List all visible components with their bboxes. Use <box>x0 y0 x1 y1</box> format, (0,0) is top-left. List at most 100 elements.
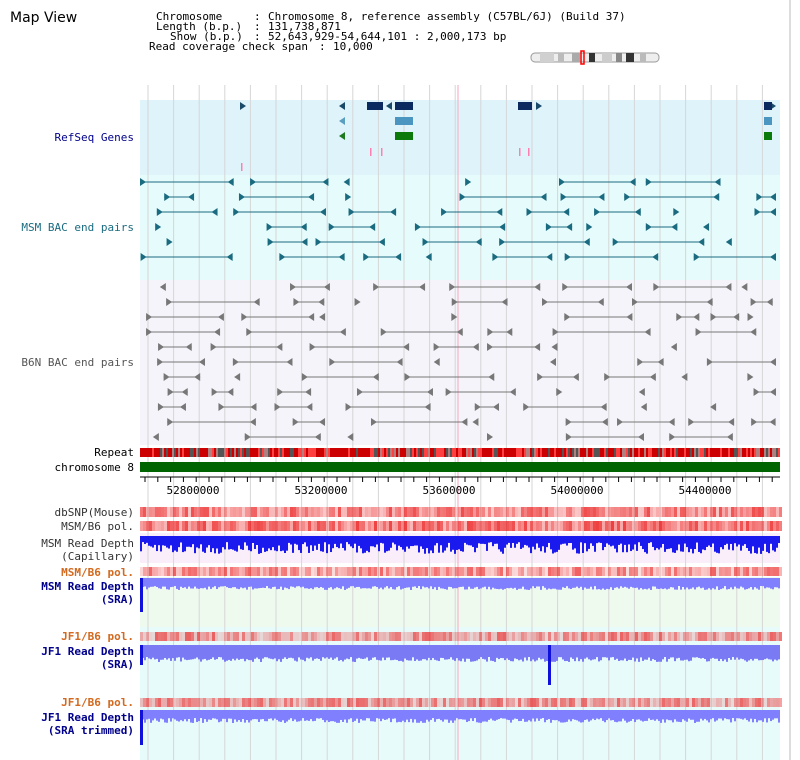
msm-pol-heat-cell <box>527 521 530 531</box>
dbsnp-heat-cell <box>431 507 434 517</box>
msm-bac-end <box>629 178 636 186</box>
jf1-pol-heat-cell <box>593 632 596 641</box>
msm-sra-depth-bar <box>482 578 484 588</box>
refseq-gene-arrow <box>339 132 345 140</box>
jf1-trim-depth-bar <box>362 710 364 721</box>
length-label: Length (b.p.) <box>156 20 243 33</box>
refseq-gene-arrow <box>339 102 345 110</box>
msm-pol-heat-cell <box>413 521 416 531</box>
jf1-trim-depth-bar <box>204 710 206 720</box>
msm-sra-depth-bar <box>308 578 310 589</box>
msm-pol-heat-cell <box>419 521 422 531</box>
jf1-pol-heat-cell <box>347 632 350 641</box>
msm-pol-heat-cell <box>143 567 146 576</box>
msm-sra-depth-bar <box>610 578 612 588</box>
jf1-trim-depth-bar <box>342 710 344 722</box>
msm-pol-heat-cell <box>566 521 569 531</box>
jf1-pol-heat-cell <box>272 698 275 707</box>
msm-cap-depth-bar <box>388 536 390 551</box>
msm-cap-depth-bar <box>708 536 710 546</box>
jf1-pol-heat-cell <box>611 632 614 641</box>
msm-cap-depth-bar <box>516 536 518 544</box>
jf1-sra-depth-bar <box>250 645 252 661</box>
msm-pol-heat-cell <box>473 567 476 576</box>
repeat-segment <box>590 448 592 457</box>
jf1-sra-depth-bar <box>426 645 428 661</box>
repeat-segment <box>638 448 640 457</box>
jf1-sra-depth-bar <box>596 645 598 658</box>
jf1-trim-depth-bar <box>656 710 658 720</box>
repeat-segment <box>278 448 280 457</box>
repeat-segment <box>606 448 608 457</box>
jf1-trim-depth-bar <box>776 710 778 719</box>
jf1-pol-heat-cell <box>233 632 236 641</box>
msm-cap-depth-bar <box>612 536 614 546</box>
dbsnp-heat-cell <box>641 507 644 517</box>
jf1-sra-depth-bar <box>406 645 408 661</box>
msm-cap-depth-bar <box>432 536 434 554</box>
jf1-trim-depth-bar <box>468 710 470 722</box>
msm-cap-depth-bar <box>552 536 554 554</box>
msm-pol-heat-cell <box>632 567 635 576</box>
msm-sra-depth-bar <box>246 578 248 590</box>
msm-cap-depth-bar <box>672 536 674 553</box>
chromosome-ideogram[interactable] <box>530 50 660 65</box>
msm-sra-depth-bar <box>372 578 374 587</box>
jf1-trim-depth-bar <box>472 710 474 722</box>
jf1-sra-depth-bar <box>434 645 436 660</box>
jf1-sra-depth-bar <box>352 645 354 662</box>
repeat-segment <box>470 448 472 457</box>
msm-pol-heat-cell <box>302 567 305 576</box>
jf1-sra-depth-bar <box>446 645 448 660</box>
msm-cap-depth-bar <box>220 536 222 553</box>
repeat-segment <box>342 448 344 457</box>
jf1-sra-depth-bar <box>510 645 512 662</box>
msm-cap-depth-bar <box>294 536 296 544</box>
jf1-pol-heat-cell <box>332 698 335 707</box>
msm-pol-heat-cell <box>668 521 671 531</box>
b6n-bac-end <box>488 373 495 381</box>
msm-pol-heat-cell <box>212 567 215 576</box>
msm-bac-end <box>566 223 573 231</box>
msm-cap-depth-bar <box>406 536 408 547</box>
msm-pol-heat-cell <box>689 567 692 576</box>
msm-sra-depth-bar <box>640 578 642 589</box>
msm-pol-heat-cell <box>722 567 725 576</box>
msm-sra-depth-bar <box>762 578 764 587</box>
repeat-segment <box>552 448 554 457</box>
jf1-sra-depth-bar <box>468 645 470 659</box>
repeat-segment <box>594 448 596 457</box>
jf1-sra-depth-bar <box>380 645 382 661</box>
jf1-sra-depth-bar <box>710 645 712 659</box>
dbsnp-heat-cell <box>758 507 761 517</box>
msm-sra-depth-bar <box>374 578 376 587</box>
msm-sra-depth-bar <box>572 578 574 588</box>
msm-pol-heat-cell <box>557 567 560 576</box>
dbsnp-heat-cell <box>689 507 692 517</box>
msm-pol-heat-cell <box>680 521 683 531</box>
repeat-segment <box>616 448 618 457</box>
msm-cap-depth-bar <box>228 536 230 550</box>
msm-cap-depth-bar <box>308 536 310 553</box>
msm-sra-depth-bar <box>338 578 340 589</box>
dbsnp-heat-cell <box>329 507 332 517</box>
repeat-segment <box>460 448 462 457</box>
msm-bac-end <box>563 208 570 216</box>
jf1-sra-depth-bar <box>458 645 460 661</box>
b6n-bac-end <box>309 343 316 351</box>
msm-cap-depth-bar <box>232 536 234 550</box>
jf1-sra-depth-bar <box>338 645 340 661</box>
jf1-pol-heat-cell <box>302 698 305 707</box>
coverage-label: Read coverage check span <box>149 40 308 53</box>
msm-pol-heat-cell <box>395 567 398 576</box>
b6n-bac-end <box>750 298 757 306</box>
jf1-trim-depth-bar <box>578 710 580 722</box>
msm-cap-depth-bar <box>272 536 274 548</box>
msm-sra-depth-bar <box>304 578 306 589</box>
msm-sra-depth-bar <box>168 578 170 590</box>
b6n-bac-end <box>217 313 224 321</box>
msm-sra-depth-bar <box>626 578 628 588</box>
jf1-pol-heat-cell <box>689 632 692 641</box>
msm-pol-heat-cell <box>680 567 683 576</box>
jf1-pol-heat-cell <box>377 632 380 641</box>
